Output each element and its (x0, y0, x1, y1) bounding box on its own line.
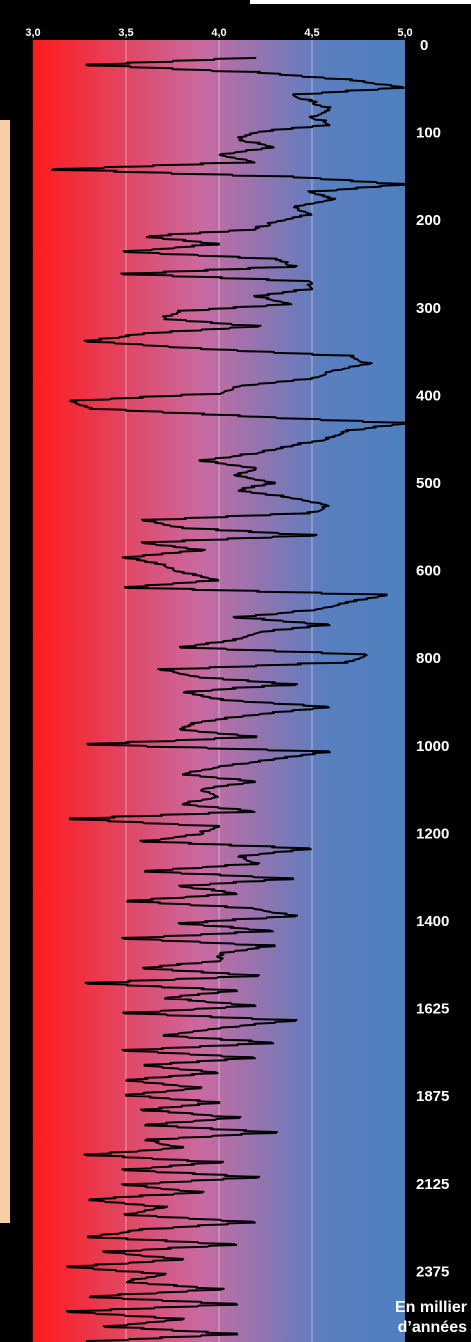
series-line (51, 57, 411, 1342)
y-tick-label: 100 (416, 125, 441, 142)
y-tick-label: 1000 (416, 738, 449, 755)
left-side-panel (0, 120, 10, 1223)
y-tick-labels: 0 100 200 300 400 500 600 800 1000 1200 1400 1625 18… (416, 37, 449, 1280)
y-tick-label: 2125 (416, 1176, 449, 1193)
y-tick-label: 2375 (416, 1263, 449, 1280)
y-tick-label: 600 (416, 563, 441, 580)
x-tick-label: 4,5 (304, 27, 319, 39)
y-tick-label: 300 (416, 300, 441, 317)
x-tick-label: 3,5 (118, 27, 133, 39)
y-tick-label: 1875 (416, 1088, 449, 1105)
y-tick-label: 200 (416, 212, 441, 229)
x-tick-label: 4,0 (211, 27, 226, 39)
y-tick-label: 0 (420, 37, 428, 54)
x-tick-label: 5,0 (397, 27, 412, 39)
y-tick-label: 500 (416, 475, 441, 492)
y-tick-label: 1625 (416, 1001, 449, 1018)
y-tick-label: 800 (416, 650, 441, 667)
y-tick-label: 1200 (416, 825, 449, 842)
y-tick-label: 400 (416, 387, 441, 404)
x-tick-label: 3,0 (25, 27, 40, 39)
x-tick-labels: 3,0 3,5 4,0 4,5 5,0 (25, 27, 412, 39)
top-banner-fragment (250, 0, 471, 4)
y-tick-label: 1400 (416, 913, 449, 930)
y-axis-label: En millier d’années (394, 1299, 467, 1336)
